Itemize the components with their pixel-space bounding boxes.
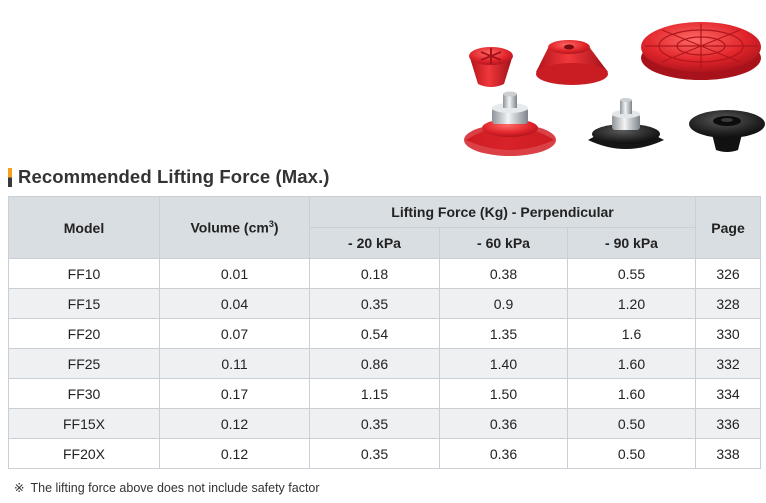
table-row: FF20 0.07 0.54 1.35 1.6 330 [8,318,762,349]
cell-page: 336 [695,408,762,439]
table-row: FF20X 0.12 0.35 0.36 0.50 338 [8,438,762,469]
table-row: FF15 0.04 0.35 0.9 1.20 328 [8,288,762,319]
cell-force-60: 0.36 [439,408,568,439]
cell-force-20: 0.35 [309,408,440,439]
cell-force-90: 1.6 [566,318,697,349]
cell-force-60: 0.9 [439,288,568,319]
cell-force-90: 1.60 [566,378,697,409]
header-pressure-60: - 60 kPa [439,227,568,259]
cell-force-20: 0.86 [309,348,440,379]
pressure-header-row: - 20 kPa - 60 kPa - 90 kPa [9,227,761,259]
cell-force-20: 0.35 [309,438,440,469]
cell-force-90: 0.55 [566,258,697,289]
table-row: FF10 0.01 0.18 0.38 0.55 326 [8,258,762,289]
header-pressure-90: - 90 kPa [566,227,697,259]
footnote: ※ The lifting force above does not includ… [14,480,320,495]
cell-force-60: 0.38 [439,258,568,289]
note-text: The lifting force above does not include… [30,481,320,495]
section-heading: Recommended Lifting Force (Max.) [8,166,330,188]
table-row: FF15X 0.12 0.35 0.36 0.50 336 [8,408,762,439]
cell-model: FF20 [8,318,160,349]
cell-force-20: 0.18 [309,258,440,289]
heading-marker [8,167,12,187]
medium-red-cup [536,40,608,85]
cell-force-60: 1.40 [439,348,568,379]
header-page: Page [695,196,762,259]
cell-model: FF10 [8,258,160,289]
product-photo [440,0,766,165]
cell-force-90: 0.50 [566,408,697,439]
cell-page: 330 [695,318,762,349]
header-volume: Volume (cm3) [159,196,310,259]
section-title: Recommended Lifting Force (Max.) [18,166,330,187]
cell-force-60: 0.36 [439,438,568,469]
cell-page: 328 [695,288,762,319]
cell-force-90: 1.20 [566,288,697,319]
cell-force-60: 1.50 [439,378,568,409]
cell-force-60: 1.35 [439,318,568,349]
cell-volume: 0.11 [159,348,310,379]
header-row: Model Volume (cm3) Lifting Force (Kg) - … [8,196,762,259]
cell-page: 326 [695,258,762,289]
cell-model: FF15X [8,408,160,439]
lifting-force-table: Model Volume (cm3) Lifting Force (Kg) - … [8,196,762,469]
cell-volume: 0.12 [159,408,310,439]
large-red-cup [641,22,761,80]
header-model: Model [8,196,160,259]
note-mark: ※ [14,481,25,495]
table-row: FF30 0.17 1.15 1.50 1.60 334 [8,378,762,409]
red-cup-with-fitting [464,91,556,156]
black-cup-with-fitting [588,98,664,149]
cell-volume: 0.07 [159,318,310,349]
cell-model: FF20X [8,438,160,469]
cell-model: FF25 [8,348,160,379]
header-lifting-force: Lifting Force (Kg) - Perpendicular [308,196,697,228]
cell-page: 332 [695,348,762,379]
vacuum-cups-illustration [464,22,765,156]
small-red-cup [469,47,513,87]
cell-page: 338 [695,438,762,469]
header-pressure-20: - 20 kPa [309,227,440,259]
cell-force-90: 0.50 [566,438,697,469]
cell-model: FF30 [8,378,160,409]
cell-volume: 0.17 [159,378,310,409]
cell-volume: 0.12 [159,438,310,469]
cell-volume: 0.01 [159,258,310,289]
black-flat-cup [689,110,765,152]
cell-volume: 0.04 [159,288,310,319]
cell-page: 334 [695,378,762,409]
cell-force-90: 1.60 [566,348,697,379]
table-row: FF25 0.11 0.86 1.40 1.60 332 [8,348,762,379]
cell-force-20: 0.35 [309,288,440,319]
cell-force-20: 1.15 [309,378,440,409]
cell-force-20: 0.54 [309,318,440,349]
cell-model: FF15 [8,288,160,319]
